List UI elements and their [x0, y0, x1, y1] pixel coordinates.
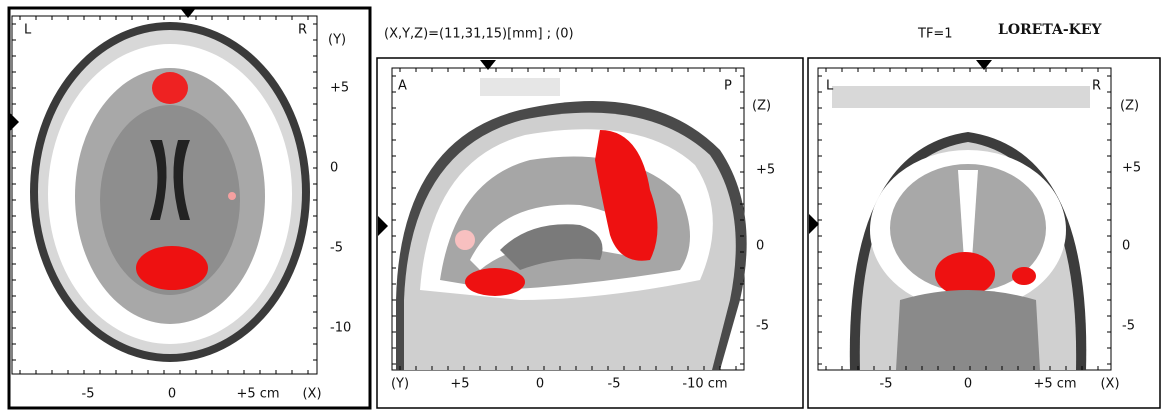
- tick-label: +5: [450, 377, 469, 392]
- orientation-label: R: [1092, 79, 1101, 94]
- coordinates: (X,Y,Z)=(11,31,15)[mm] ; (0): [384, 27, 574, 42]
- tick-label: -5: [608, 377, 621, 392]
- orientation-label: L: [826, 79, 834, 94]
- tick-label: 0: [536, 377, 544, 392]
- loreta-window: (X,Y,Z)=(11,31,15)[mm] ; (0) TF=1 LORETA…: [0, 0, 1168, 410]
- orientation-label: L: [24, 23, 32, 38]
- tick-label: +5: [1122, 161, 1141, 176]
- tick-label: -5: [330, 241, 343, 256]
- time-frame: TF=1: [917, 27, 953, 42]
- tick-label: +5 cm: [1033, 377, 1076, 392]
- page: (X,Y,Z)=(11,31,15)[mm] ; (0) TF=1 LORETA…: [0, 0, 1168, 410]
- orientation-label: R: [298, 23, 307, 38]
- tick-label: (Y): [391, 377, 409, 392]
- tick-label: 0: [330, 161, 338, 176]
- app-title: LORETA-KEY: [998, 22, 1103, 38]
- orientation-label: A: [398, 79, 407, 94]
- axis-label: (Y): [328, 33, 346, 48]
- tick-label: (X): [302, 387, 321, 402]
- axis-label: (Z): [1120, 99, 1139, 114]
- axial-slice: [30, 22, 310, 362]
- tick-label: +5: [756, 163, 775, 178]
- tick-label: -5: [756, 319, 769, 334]
- tick-label: -5: [1122, 319, 1135, 334]
- tick-label: 0: [168, 387, 176, 402]
- tick-label: 0: [1122, 239, 1130, 254]
- tick-label: -10: [330, 321, 351, 336]
- orientation-label: P: [724, 79, 732, 94]
- tick-label: +5 cm: [236, 387, 279, 402]
- tick-label: -10 cm: [682, 377, 727, 392]
- tick-label: 0: [756, 239, 764, 254]
- tick-label: -5: [82, 387, 95, 402]
- tick-label: -5: [880, 377, 893, 392]
- tick-label: (X): [1100, 377, 1119, 392]
- axis-label: (Z): [752, 99, 771, 114]
- tick-label: +5: [330, 81, 349, 96]
- tick-label: 0: [964, 377, 972, 392]
